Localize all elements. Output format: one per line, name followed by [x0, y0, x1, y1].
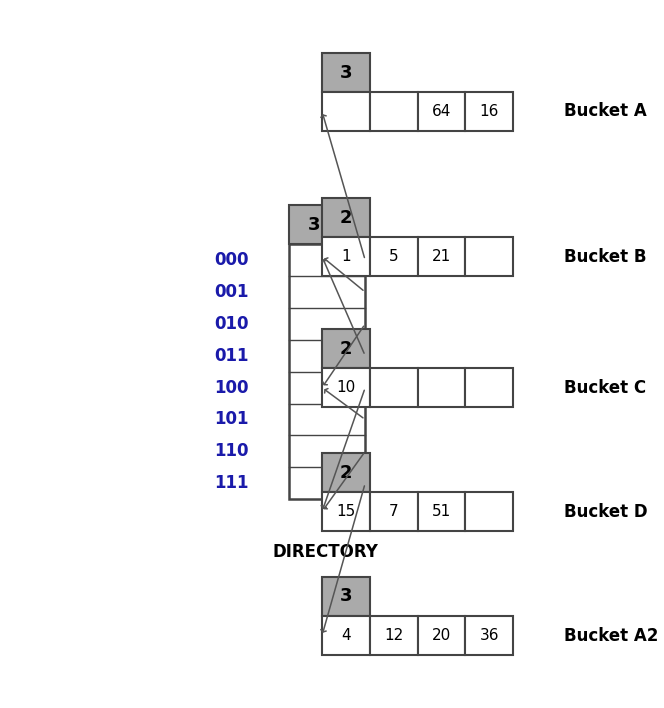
Bar: [465, 92, 513, 131]
Text: 000: 000: [214, 251, 249, 269]
Text: 51: 51: [432, 504, 451, 519]
Bar: [370, 492, 418, 531]
Bar: [322, 237, 370, 276]
Text: 10: 10: [337, 380, 355, 395]
Text: DIRECTORY: DIRECTORY: [272, 543, 378, 561]
Bar: [370, 237, 418, 276]
Text: 2: 2: [340, 209, 352, 227]
Bar: [322, 329, 370, 368]
Bar: [322, 577, 370, 616]
Bar: [465, 616, 513, 655]
Text: 21: 21: [432, 249, 451, 264]
Text: 010: 010: [214, 315, 249, 333]
Text: 100: 100: [214, 379, 249, 396]
Bar: [418, 492, 465, 531]
Bar: [465, 492, 513, 531]
Text: 1: 1: [341, 249, 351, 264]
Text: 3: 3: [307, 216, 320, 234]
Bar: [322, 53, 370, 92]
Bar: [418, 368, 465, 407]
Text: 110: 110: [214, 442, 249, 460]
Text: Bucket B: Bucket B: [564, 248, 647, 266]
Bar: [289, 244, 365, 499]
Bar: [322, 453, 370, 492]
Bar: [289, 205, 339, 244]
Bar: [418, 92, 465, 131]
Text: Bucket A2: Bucket A2: [564, 627, 659, 645]
Bar: [370, 92, 418, 131]
Bar: [322, 616, 370, 655]
Bar: [418, 237, 465, 276]
Text: Bucket A: Bucket A: [564, 102, 647, 120]
Bar: [418, 616, 465, 655]
Text: 011: 011: [214, 347, 249, 365]
Text: Bucket D: Bucket D: [564, 503, 648, 521]
Text: 4: 4: [341, 628, 351, 643]
Text: Bucket C: Bucket C: [564, 379, 647, 397]
Bar: [465, 237, 513, 276]
Bar: [370, 368, 418, 407]
Text: 12: 12: [384, 628, 403, 643]
Text: 5: 5: [389, 249, 398, 264]
Text: 3: 3: [340, 588, 352, 605]
Bar: [322, 368, 370, 407]
Text: 2: 2: [340, 464, 352, 481]
Text: 36: 36: [479, 628, 499, 643]
Bar: [465, 368, 513, 407]
Text: 101: 101: [214, 411, 249, 428]
Text: 7: 7: [389, 504, 398, 519]
Text: 2: 2: [340, 340, 352, 358]
Text: 15: 15: [337, 504, 355, 519]
Text: 16: 16: [479, 104, 499, 119]
Bar: [322, 92, 370, 131]
Text: 001: 001: [214, 283, 249, 301]
Text: 20: 20: [432, 628, 451, 643]
Text: 3: 3: [340, 64, 352, 81]
Text: 111: 111: [214, 474, 249, 492]
Bar: [322, 492, 370, 531]
Bar: [370, 616, 418, 655]
Bar: [322, 198, 370, 237]
Text: 64: 64: [432, 104, 452, 119]
